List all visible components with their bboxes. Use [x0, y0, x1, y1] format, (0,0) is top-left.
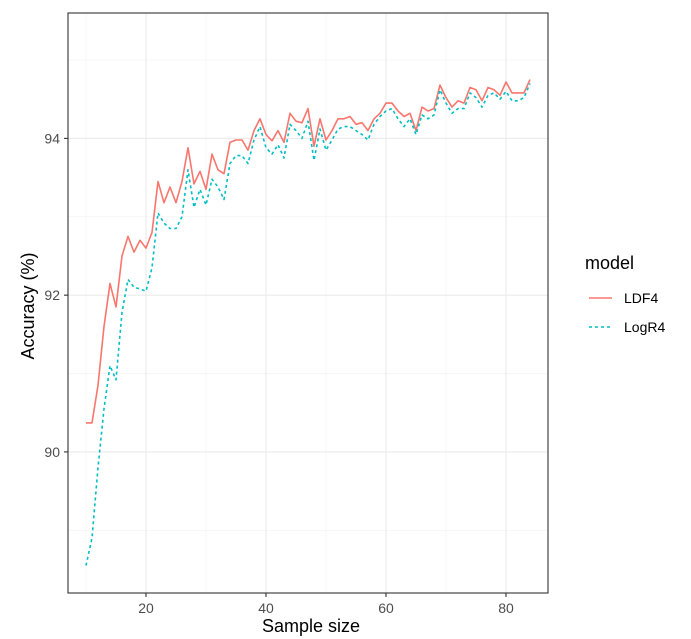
y-tick-label: 90: [44, 444, 60, 460]
legend-label-logr4: LogR4: [624, 319, 665, 335]
panel-border: [67, 12, 549, 594]
x-tick-label: 40: [258, 600, 274, 616]
x-tick-label: 60: [378, 600, 394, 616]
legend-title: model: [585, 253, 634, 273]
y-tick-label: 94: [44, 130, 60, 146]
legend: model LDF4 LogR4: [585, 253, 665, 335]
y-tick-label: 92: [44, 287, 60, 303]
legend-label-ldf4: LDF4: [624, 290, 658, 306]
x-axis-title: Sample size: [262, 616, 360, 636]
series-line-ldf4: [86, 79, 531, 424]
legend-items: LDF4 LogR4: [589, 290, 665, 335]
x-tick-label: 20: [138, 600, 154, 616]
x-tick-label: 80: [498, 600, 514, 616]
series-layer: [85, 79, 531, 566]
series-line-logr4: [85, 83, 531, 566]
y-axis-title: Accuracy (%): [18, 252, 38, 359]
axis-tick-labels: 20 40 60 80 90 92 94: [44, 130, 514, 616]
axis-ticks: [64, 137, 507, 597]
grid: [68, 13, 548, 593]
